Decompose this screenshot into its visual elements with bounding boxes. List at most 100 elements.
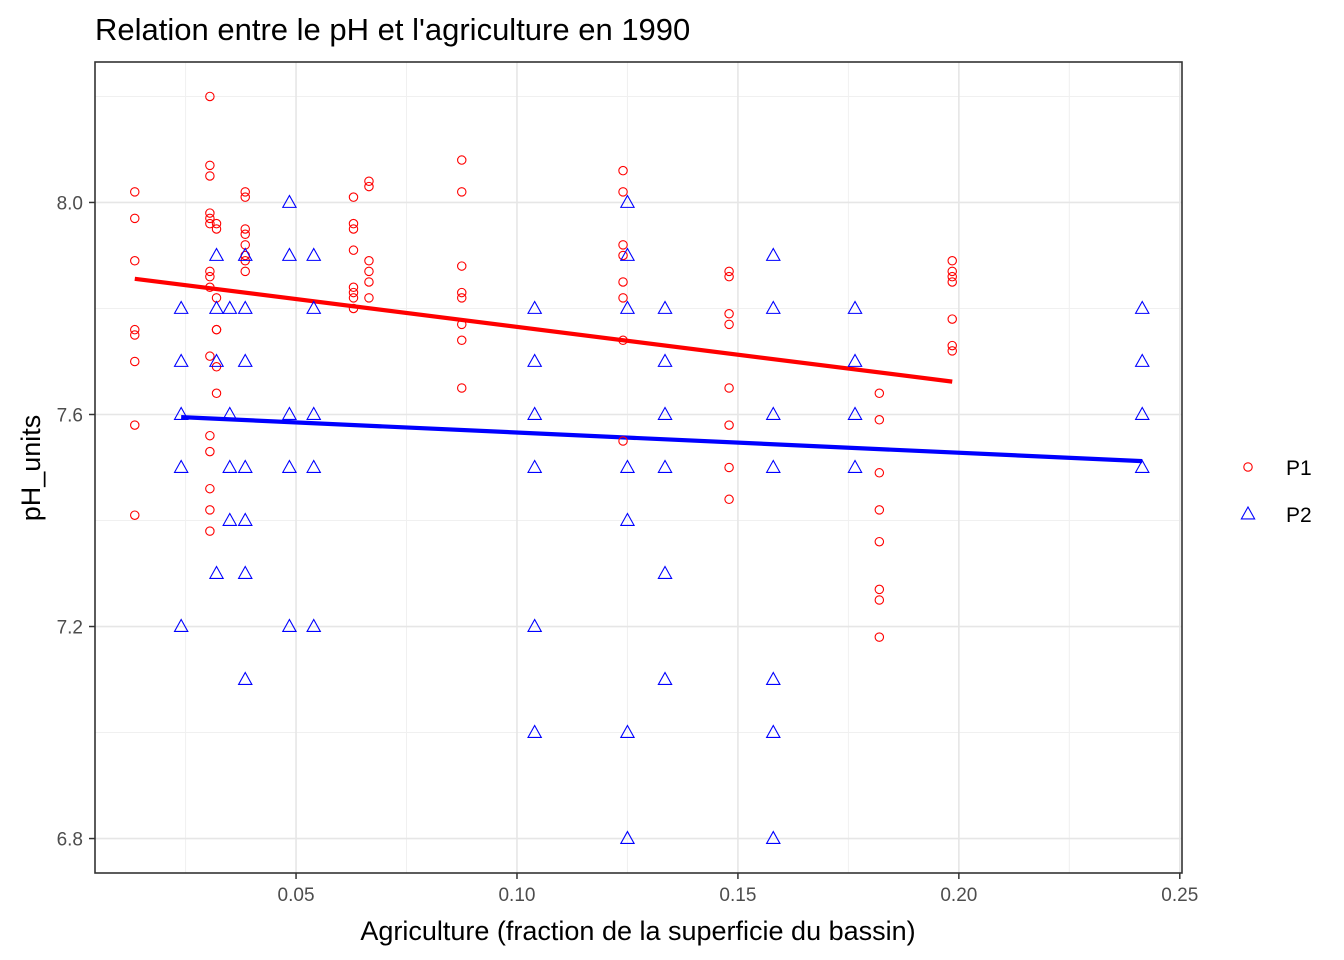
y-axis: 6.8 7.2 7.6 8.0 [57, 193, 95, 851]
point-p2 [847, 300, 863, 314]
legend-key-p2 [1240, 505, 1256, 520]
point-p2 [306, 406, 322, 420]
point-p2 [1134, 353, 1150, 367]
point-p1 [364, 293, 374, 303]
point-p1 [130, 187, 140, 197]
point-p1 [618, 240, 628, 250]
point-p2 [208, 353, 225, 367]
point-p2 [657, 459, 673, 473]
fit-line-p2 [181, 415, 1143, 464]
point-p1 [240, 229, 250, 240]
point-p2 [306, 247, 322, 261]
point-p2 [237, 512, 253, 526]
plot-panel [95, 62, 1182, 873]
point-p1 [348, 224, 359, 234]
point-p1 [205, 91, 215, 102]
point-p1 [364, 181, 374, 192]
point-p2 [208, 565, 225, 579]
point-p1 [618, 436, 628, 446]
point-p1 [348, 287, 359, 298]
point-p1 [130, 330, 140, 340]
point-p2 [208, 247, 225, 261]
point-p2 [222, 512, 238, 526]
point-p1 [947, 314, 957, 324]
point-p1 [211, 324, 222, 335]
point-p2 [237, 247, 253, 261]
point-p1 [947, 266, 957, 277]
x-axis-title: Agriculture (fraction de la superficie d… [360, 916, 915, 946]
point-p1 [618, 277, 628, 287]
point-p2 [281, 459, 298, 473]
point-p1 [211, 388, 222, 399]
point-p1 [874, 415, 885, 425]
x-axis: 0.05 0.10 0.15 0.20 0.25 [278, 873, 1198, 906]
legend-label-p2: P2 [1286, 504, 1312, 527]
point-p2 [281, 247, 298, 261]
point-p1 [240, 266, 250, 277]
point-p1 [618, 165, 628, 176]
point-p2 [657, 300, 673, 314]
point-p2 [527, 618, 543, 632]
point-p1 [205, 266, 215, 277]
point-p1 [130, 356, 140, 367]
point-p2 [765, 671, 781, 685]
point-p2 [847, 459, 863, 473]
point-p1 [205, 282, 215, 293]
point-p2 [222, 406, 238, 420]
x-tick-label: 0.15 [719, 885, 756, 906]
point-p2 [306, 459, 322, 473]
point-p2 [657, 353, 673, 367]
point-p1 [457, 287, 467, 298]
point-p2 [527, 300, 543, 314]
point-p1 [457, 187, 467, 197]
point-p1 [874, 388, 885, 399]
point-p1 [618, 187, 628, 197]
point-p2 [306, 300, 322, 314]
point-p1 [130, 510, 140, 520]
point-p1 [947, 256, 957, 266]
point-p1 [724, 494, 734, 505]
point-p1 [457, 335, 467, 346]
point-p2 [765, 247, 781, 261]
legend-label-p1: P1 [1286, 457, 1312, 480]
point-p1 [211, 224, 222, 234]
point-p1 [874, 584, 885, 595]
point-p1 [724, 266, 734, 277]
point-p1 [211, 218, 222, 229]
point-p2 [222, 300, 238, 314]
y-tick-label: 7.6 [57, 405, 83, 426]
point-p2 [657, 406, 673, 420]
point-p2 [765, 300, 781, 314]
point-p2 [208, 300, 225, 314]
point-p1 [205, 160, 215, 171]
point-p1 [205, 483, 215, 494]
x-tick-label: 0.20 [940, 885, 977, 906]
point-p2 [1134, 406, 1150, 420]
panel-background [95, 62, 1182, 873]
point-p1 [947, 346, 957, 356]
point-p1 [364, 266, 374, 277]
point-p2 [847, 353, 863, 367]
point-p2 [281, 618, 298, 632]
point-p1 [724, 309, 734, 319]
point-p1 [205, 526, 215, 536]
point-p1 [724, 383, 734, 393]
point-p2 [765, 406, 781, 420]
y-axis-title: pH_units [16, 415, 46, 522]
point-p2 [527, 724, 543, 738]
point-p1 [874, 505, 885, 515]
point-p1 [240, 224, 250, 234]
point-p1 [348, 245, 359, 255]
point-p1 [348, 192, 359, 202]
fit-line-p1 [134, 276, 953, 384]
point-p2 [237, 671, 253, 685]
point-p2 [173, 353, 189, 367]
point-p1 [457, 293, 467, 303]
point-p1 [874, 536, 885, 547]
x-tick-label: 0.05 [278, 885, 315, 906]
point-p2 [657, 671, 673, 685]
point-p1 [205, 505, 215, 515]
point-p2 [237, 565, 253, 579]
point-p1 [348, 282, 359, 293]
point-p2 [619, 512, 636, 526]
